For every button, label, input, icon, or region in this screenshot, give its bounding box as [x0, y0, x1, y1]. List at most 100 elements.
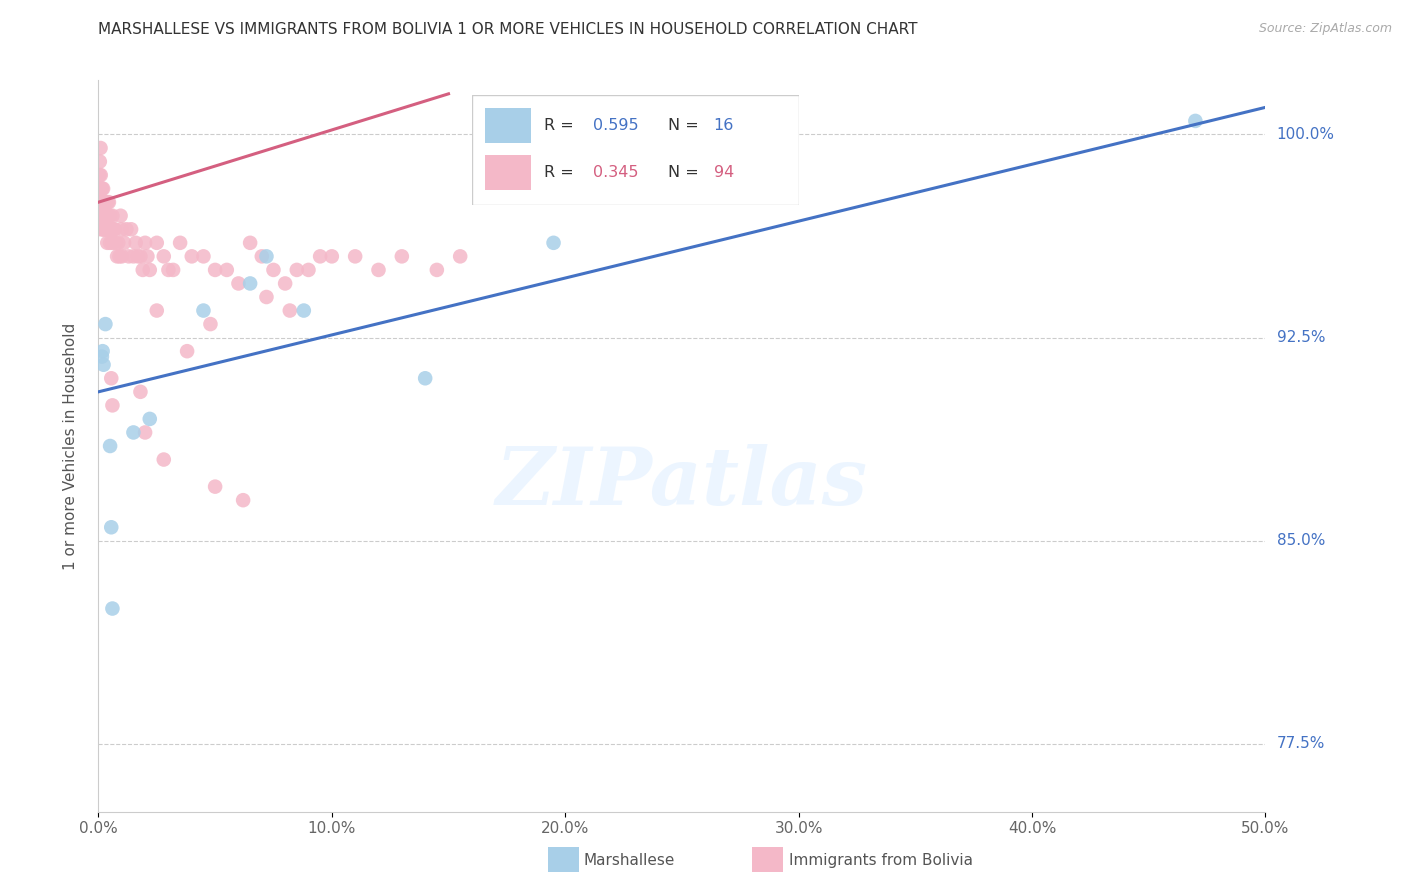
Point	[204, 480, 226, 494]
Point	[91, 181, 114, 195]
Point	[256, 290, 278, 304]
Text: 92.5%: 92.5%	[1277, 330, 1324, 345]
Point	[157, 263, 180, 277]
Text: Immigrants from Bolivia: Immigrants from Bolivia	[789, 854, 973, 868]
Point	[89, 154, 111, 169]
Point	[139, 412, 162, 426]
Point	[98, 209, 121, 223]
Point	[90, 209, 112, 223]
Point	[215, 263, 238, 277]
Point	[146, 303, 169, 318]
Point	[100, 520, 122, 534]
Point	[122, 425, 145, 440]
Point	[232, 493, 254, 508]
Point	[250, 249, 273, 263]
Point	[112, 235, 135, 250]
Point	[90, 168, 112, 182]
Point	[98, 235, 121, 250]
Point	[90, 222, 112, 236]
Point	[129, 384, 152, 399]
Point	[101, 209, 124, 223]
Point	[426, 263, 449, 277]
Point	[93, 222, 115, 236]
Point	[152, 249, 174, 263]
Point	[104, 235, 127, 250]
Point	[97, 222, 120, 236]
Point	[180, 249, 202, 263]
Point	[91, 195, 114, 210]
Point	[89, 195, 111, 210]
Point	[115, 222, 138, 236]
Point	[262, 263, 284, 277]
Point	[96, 222, 118, 236]
Point	[118, 249, 141, 263]
Point	[344, 249, 367, 263]
Point	[97, 209, 120, 223]
Point	[104, 222, 127, 236]
Point	[134, 425, 156, 440]
Point	[204, 263, 226, 277]
Point	[101, 398, 124, 412]
Point	[127, 249, 149, 263]
Point	[93, 195, 115, 210]
Text: Marshallese: Marshallese	[583, 854, 675, 868]
Point	[176, 344, 198, 359]
Point	[90, 195, 112, 210]
Point	[94, 222, 117, 236]
Point	[139, 263, 162, 277]
Point	[89, 168, 111, 182]
Text: ZIPatlas: ZIPatlas	[496, 444, 868, 521]
Point	[543, 235, 565, 250]
Point	[367, 263, 389, 277]
Point	[103, 222, 125, 236]
Y-axis label: 1 or more Vehicles in Household: 1 or more Vehicles in Household	[63, 322, 77, 570]
Point	[98, 439, 121, 453]
Point	[292, 303, 315, 318]
Point	[122, 249, 145, 263]
Point	[125, 235, 148, 250]
Point	[91, 209, 114, 223]
Point	[93, 222, 115, 236]
Point	[100, 222, 122, 236]
Point	[91, 181, 114, 195]
Point	[110, 209, 132, 223]
Point	[94, 222, 117, 236]
Point	[90, 209, 112, 223]
Point	[89, 141, 111, 155]
Point	[105, 249, 128, 263]
Point	[193, 249, 215, 263]
Point	[94, 195, 117, 210]
Point	[297, 263, 319, 277]
Point	[90, 195, 112, 210]
Point	[101, 235, 124, 250]
Point	[91, 344, 114, 359]
Point	[107, 235, 129, 250]
Point	[129, 249, 152, 263]
Text: 100.0%: 100.0%	[1277, 127, 1334, 142]
Point	[94, 209, 117, 223]
Point	[108, 249, 131, 263]
Point	[94, 317, 117, 331]
Point	[100, 371, 122, 385]
Point	[169, 235, 191, 250]
Point	[97, 222, 120, 236]
Point	[146, 235, 169, 250]
Point	[111, 249, 134, 263]
Point	[136, 249, 159, 263]
Point	[91, 222, 114, 236]
Point	[90, 181, 112, 195]
Point	[120, 222, 142, 236]
Point	[101, 601, 124, 615]
Point	[200, 317, 222, 331]
Point	[132, 263, 155, 277]
Point	[111, 222, 134, 236]
Point	[96, 209, 118, 223]
Text: 77.5%: 77.5%	[1277, 737, 1324, 751]
Point	[321, 249, 343, 263]
Point	[93, 358, 115, 372]
Point	[228, 277, 250, 291]
Point	[1184, 114, 1206, 128]
Point	[97, 195, 120, 210]
Point	[309, 249, 332, 263]
Point	[162, 263, 184, 277]
